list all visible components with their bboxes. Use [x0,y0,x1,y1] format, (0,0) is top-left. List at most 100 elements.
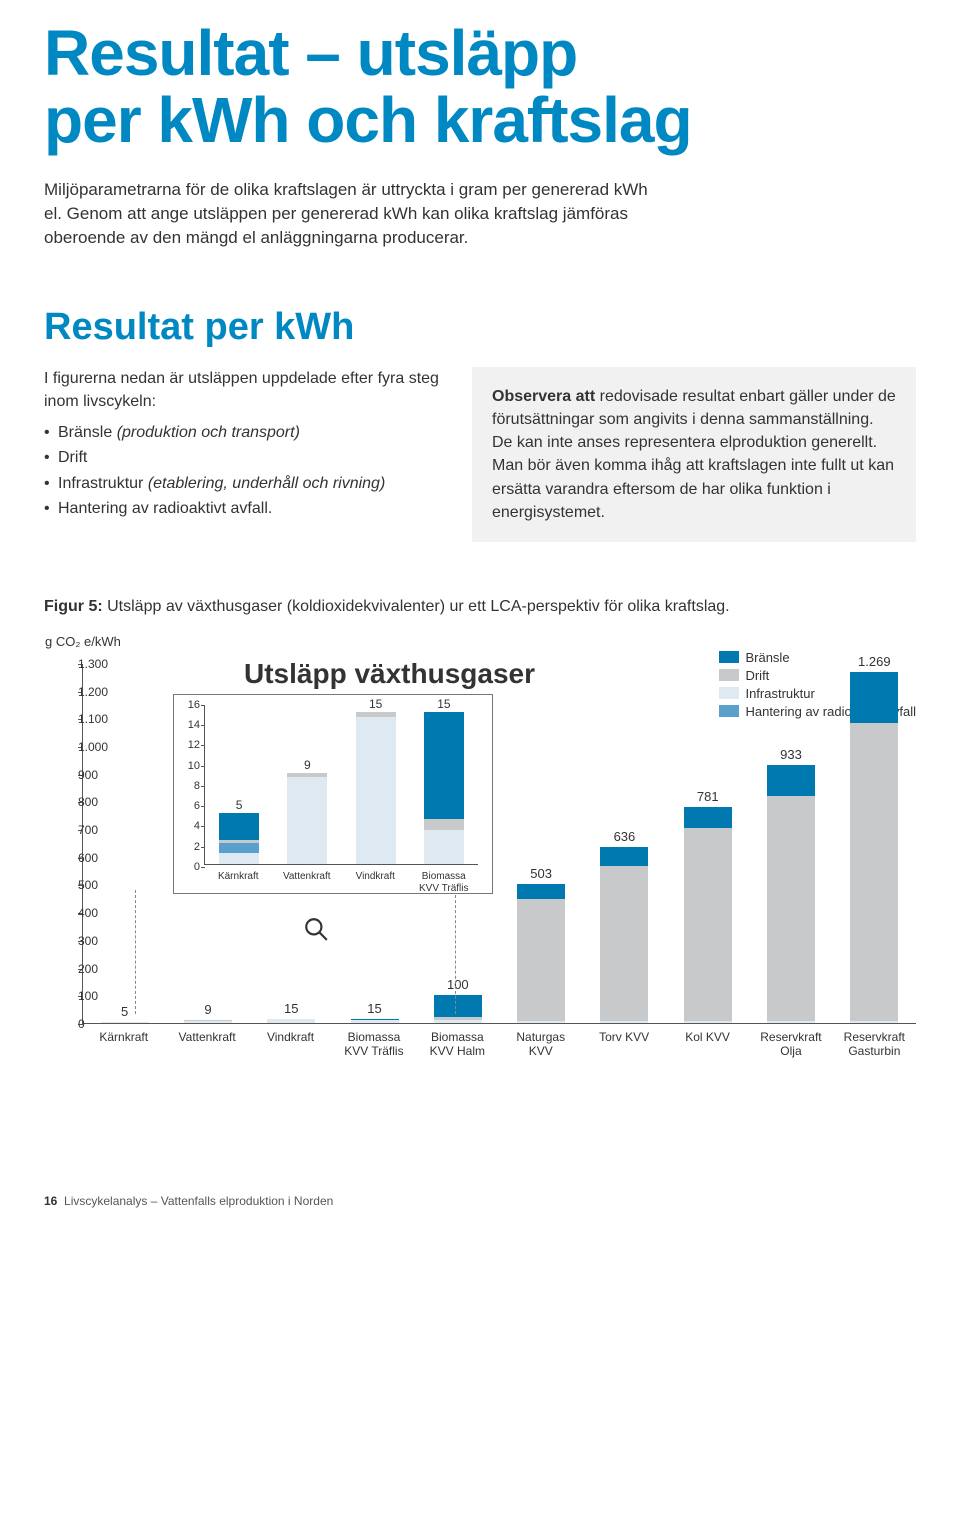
bar-segment-infra [267,1019,315,1023]
bar-segment-infra [351,1020,399,1023]
section-heading: Resultat per kWh [44,306,916,349]
bar-segment-bransle [600,847,648,866]
inset-bar-value-label: 5 [236,798,243,812]
bar-segment-bransle [684,807,732,829]
bar-segment-infra [684,1021,732,1023]
chart-container: Utsläpp växthusgaser BränsleDriftInfrast… [44,664,916,1064]
page-number: 16 [44,1194,57,1208]
bar-slot: 5 [83,664,166,1023]
x-axis-label: NaturgasKVV [499,1024,582,1064]
inset-bar-segment-infra [287,777,327,864]
bar-slot: 636 [583,664,666,1023]
inset-bar-segment-radio [219,843,259,853]
inset-y-tick-label: 16 [188,699,205,711]
page-footer: 16 Livscykelanalys – Vattenfalls elprodu… [44,1194,916,1208]
chart-plot-area: g CO₂ e/kWh 0100200300400500600700800900… [82,664,916,1024]
bar: 15 [267,1019,315,1023]
bar-segment-infra [850,1021,898,1023]
bar-segment-bransle [434,995,482,1017]
inset-y-tick-label: 14 [188,719,205,731]
bar: 5 [101,1022,149,1023]
bar-segment-drift [850,723,898,1021]
inset-bar: 15 [356,712,396,864]
bar-value-label: 9 [204,1002,211,1017]
inset-bar-segment-drift [424,819,464,830]
inset-bar-segment-infra [219,853,259,864]
bullet-item: Bränsle (produktion och transport) [44,421,448,444]
callout-box: Observera att redovisade resultat enbart… [472,367,916,542]
left-column: I figurerna nedan är utsläppen uppdelade… [44,367,448,542]
bar: 933 [767,765,815,1023]
y-axis-label: g CO₂ e/kWh [45,634,121,649]
page-title: Resultat – utsläpp per kWh och kraftslag [44,20,916,154]
guide-line [135,890,136,1014]
x-axis-label: ReservkraftOlja [749,1024,832,1064]
inset-bar-segment-bransle [219,813,259,839]
inset-chart: 0246810121416 591515 KärnkraftVattenkraf… [173,694,493,894]
bar-segment-drift [767,796,815,1020]
bar-segment-bransle [767,765,815,797]
figure-caption-text: Utsläpp av växthusgaser (koldioxidekviva… [103,598,730,615]
inset-y-tick-label: 12 [188,739,205,751]
bar-slot: 781 [666,664,749,1023]
intro-paragraph: Miljöparametrarna för de olika kraftslag… [44,178,664,249]
guide-line [455,890,456,1014]
inset-bar-slot: 15 [410,705,478,864]
legend-label: Bränsle [745,650,789,665]
bar-segment-infra [600,1021,648,1023]
x-axis-label: Torv KVV [582,1024,665,1064]
two-column-section: I figurerna nedan är utsläppen uppdelade… [44,367,916,542]
inset-bar: 15 [424,712,464,864]
bar-segment-infra [517,1021,565,1023]
bullet-item: Hantering av radioaktivt avfall. [44,497,448,520]
inset-bar-segment-infra [356,717,396,864]
inset-bar: 9 [287,773,327,864]
bar-value-label: 636 [614,829,636,844]
bar-segment-infra [767,1021,815,1023]
x-axis-label: Vindkraft [249,1024,332,1064]
bullet-item: Infrastruktur (etablering, underhåll och… [44,472,448,495]
inset-bar-value-label: 15 [437,697,450,711]
inset-plot-area: 0246810121416 591515 [204,705,478,865]
x-axis-label: Vattenkraft [165,1024,248,1064]
bar-value-label: 1.269 [858,654,891,669]
magnify-icon [303,916,329,942]
inset-bar-segment-bransle [424,712,464,819]
bar-segment-drift [600,866,648,1021]
inset-y-tick-label: 2 [194,841,205,853]
x-axis-label: Kol KVV [666,1024,749,1064]
inset-bar-value-label: 9 [304,758,311,772]
bar: 1.269 [850,672,898,1023]
bar-segment-drift [517,899,565,1021]
inset-x-axis-label: Vindkraft [341,865,410,893]
inset-y-tick-label: 8 [194,780,205,792]
inset-bar-value-label: 15 [369,697,382,711]
bar-value-label: 503 [530,866,552,881]
inset-y-tick-label: 4 [194,820,205,832]
bar: 636 [600,847,648,1023]
bar-segment-drift [684,828,732,1020]
bar-slot: 933 [749,664,832,1023]
bar-value-label: 933 [780,747,802,762]
inset-x-axis-label: Vattenkraft [273,865,342,893]
x-axis-label: BiomassaKVV Träflis [332,1024,415,1064]
footer-text: Livscykelanalys – Vattenfalls elprodukti… [64,1194,333,1208]
callout-bold: Observera att [492,388,595,405]
bar: 781 [684,807,732,1023]
bar: 15 [351,1019,399,1023]
bullet-item: Drift [44,446,448,469]
bar-segment-infra [184,1021,232,1023]
inset-x-axis-label: Kärnkraft [204,865,273,893]
bar-value-label: 15 [284,1001,298,1016]
bar-value-label: 781 [697,789,719,804]
bar-slot: 1.269 [833,664,916,1023]
x-axis-label: Kärnkraft [82,1024,165,1064]
inset-bar-segment-infra [424,830,464,863]
bar-slot: 503 [499,664,582,1023]
inset-bar-slot: 9 [273,705,341,864]
bar-value-label: 5 [121,1004,128,1019]
legend-swatch [719,651,739,663]
bar-value-label: 100 [447,977,469,992]
title-line-2: per kWh och kraftslag [44,84,692,156]
bar-segment-bransle [517,884,565,899]
